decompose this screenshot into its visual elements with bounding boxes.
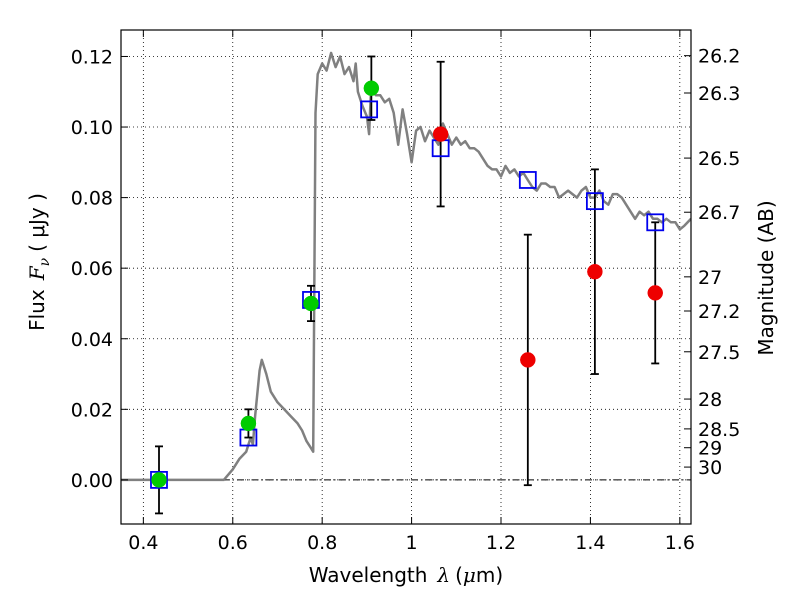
error-bars (155, 55, 660, 515)
nir-series (432, 126, 663, 368)
y-tick-label: 0.02 (71, 399, 113, 421)
right-tick-label: 27.2 (698, 301, 740, 323)
right-tick-label: 30 (698, 457, 722, 479)
model-photometry-point (585, 192, 604, 211)
right-axis-label: Magnitude (AB) (754, 200, 778, 355)
x-tick-label: 1 (406, 532, 418, 554)
plot-frame (120, 29, 692, 525)
x-tick-label: 1.2 (486, 532, 516, 554)
axis-ticks (121, 30, 691, 524)
detection-point (363, 80, 380, 96)
model-photometry-point (646, 213, 665, 232)
nir-point (647, 285, 663, 301)
y-tick-label: 0.10 (71, 117, 113, 139)
x-tick-label: 1.6 (665, 532, 695, 554)
detection-point (240, 415, 257, 432)
right-tick-label: 27 (698, 267, 722, 289)
right-tick-label: 28 (698, 389, 722, 411)
right-tick-label: 29 (698, 438, 722, 460)
right-tick-label: 28.5 (698, 419, 740, 441)
nir-point (432, 126, 449, 142)
detection-series (151, 80, 380, 488)
detection-point (151, 472, 167, 488)
model-photometry-point (518, 171, 537, 189)
detection-point (303, 295, 319, 312)
y-tick-label: 0.08 (71, 188, 113, 210)
nir-point (587, 263, 603, 280)
y-axis-label: FluxFν( μJy ) (25, 193, 53, 331)
x-tick-label: 0.4 (128, 532, 158, 554)
model-photometry-point (360, 100, 379, 119)
x-tick-labels: 0.4 0.6 0.8 1 1.2 1.4 1.6 (128, 532, 695, 554)
y-tick-labels: 0.00 0.02 0.04 0.06 0.08 0.10 0.12 (71, 46, 113, 491)
y-tick-label: 0.12 (71, 46, 113, 68)
spectrum-line (121, 51, 691, 482)
model-photometry-point (150, 470, 168, 489)
x-tick-label: 0.6 (218, 532, 248, 554)
model-photometry-series (150, 100, 665, 489)
y-tick-label: 0.00 (71, 470, 113, 492)
right-tick-label: 26.3 (698, 83, 740, 105)
right-tick-label: 26.7 (698, 202, 740, 224)
x-tick-label: 1.4 (575, 532, 605, 554)
right-tick-label: 26.5 (698, 148, 740, 170)
y-tick-label: 0.04 (71, 329, 113, 351)
nir-point (520, 352, 536, 368)
y-tick-label: 0.06 (71, 258, 113, 280)
x-tick-label: 0.8 (307, 532, 337, 554)
model-spectrum-series (121, 51, 691, 482)
right-tick-label: 27.5 (698, 342, 740, 364)
right-tick-label: 26.2 (698, 46, 740, 68)
x-axis-label: Wavelength λ (μm) (309, 563, 503, 587)
grid-lines (121, 30, 691, 524)
